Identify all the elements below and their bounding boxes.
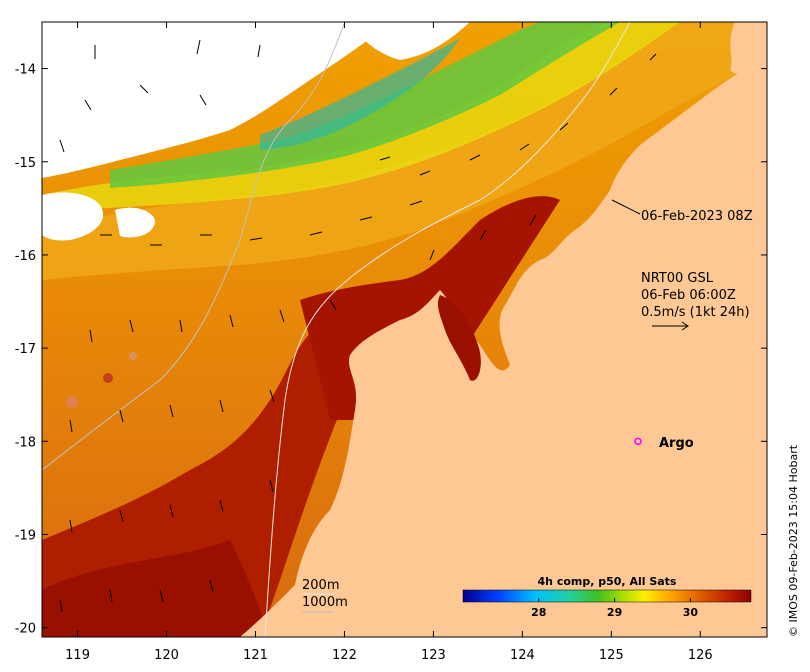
lon-tick-label: 120 [154,648,179,663]
lon-tick-label: 122 [332,648,357,663]
map-plot-area [42,22,767,637]
colorbar-tick-label: 30 [683,606,699,619]
argo-label: Argo [659,436,694,451]
lat-tick-label: -18 [15,435,36,450]
cool-band-yellow [42,22,680,212]
annotation-time: 06-Feb-2023 08Z [641,209,753,224]
contour-200m-label: 200m [302,578,339,593]
cool-band-teal [260,38,460,150]
longitude-axis: 119 120 121 122 123 124 125 126 [65,22,713,663]
colorbar-title: 4h comp, p50, All Sats [538,575,677,588]
lat-tick-label: -19 [15,529,36,544]
current-label-model: NRT00 GSL [641,271,714,286]
contour-1000m-label: 1000m [302,595,348,610]
lon-tick-label: 124 [510,648,535,663]
land-peninsula-north [730,22,767,75]
lat-tick-label: -14 [15,63,36,78]
credit-text: © IMOS 09-Feb-2023 15:04 Hobart [787,444,800,637]
cloud-mask-north [42,22,390,178]
cloud-patch-2 [115,207,155,238]
current-label-scale: 0.5m/s (1kt 24h) [641,305,750,320]
lat-tick-label: -15 [15,156,36,171]
colorbar-ticks: 28 29 30 [531,598,698,619]
warm-water-south-2 [42,540,270,637]
eddy-spot [66,396,78,408]
lon-tick-label: 123 [421,648,446,663]
argo-marker [634,437,642,446]
time-pointer-line [611,199,641,215]
current-vectors [59,39,657,613]
lat-tick-label: -16 [15,249,36,264]
cool-band-green [110,22,620,188]
lon-tick-label: 119 [65,648,90,663]
lon-tick-label: 126 [688,648,713,663]
contour-200m-line [264,22,631,637]
scale-arrow [652,321,689,331]
cloud-mask-ne [350,22,470,60]
eddy-spot-2 [103,373,113,383]
lon-tick-label: 125 [599,648,624,663]
colorbar-tick-label: 28 [531,606,546,619]
latitude-axis: -14 -15 -16 -17 -18 -19 -20 [15,63,767,637]
contour-1000m-line [42,22,346,471]
lat-tick-label: -17 [15,342,36,357]
colorbar-tick-label: 29 [607,606,622,619]
land-kimberley [240,60,767,637]
plot-frame [41,21,768,638]
cloud-patch-west [42,192,104,241]
king-sound-warm [437,295,481,381]
mid-band-orange [42,22,767,280]
current-label-time: 06-Feb 06:00Z [641,288,736,303]
lat-tick-label: -20 [15,622,36,637]
colorbar [462,589,752,603]
eddy-spot-3 [129,352,137,360]
lon-tick-label: 121 [243,648,268,663]
